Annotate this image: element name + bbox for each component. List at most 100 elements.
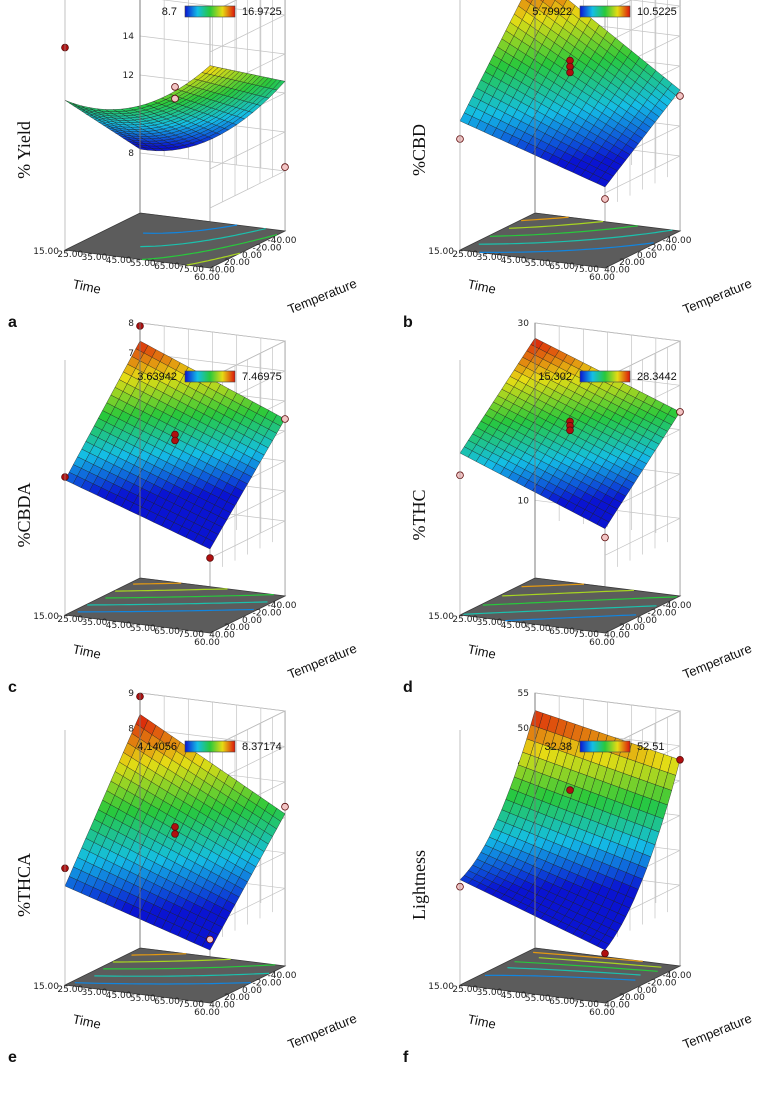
temperature-axis-title: Temperature: [286, 1011, 359, 1052]
temperature-tick-label: 40.00: [604, 631, 630, 641]
temperature-tick-label: -20.00: [647, 978, 676, 988]
z-tick-label: 12: [123, 71, 134, 81]
panel-letter: b: [403, 314, 413, 331]
temperature-axis-title: Temperature: [681, 641, 754, 682]
time-tick-label: 35.00: [82, 253, 108, 263]
time-tick-label: 15.00: [33, 982, 59, 992]
floor-contour: [105, 594, 274, 599]
temperature-tick-label: -20.00: [647, 608, 676, 618]
z-axis-title: %THCA: [14, 853, 34, 917]
time-tick-label: 65.00: [549, 627, 575, 637]
design-point: [281, 802, 289, 811]
wall-gridline: [534, 692, 682, 749]
time-tick-label: 25.00: [57, 985, 83, 995]
temperature-tick-label: 60.00: [589, 273, 615, 283]
design-point: [171, 823, 179, 831]
time-tick-label: 65.00: [154, 997, 180, 1007]
wall-gridline: [139, 692, 287, 749]
z-tick-label: 10: [518, 496, 530, 506]
color-legend: 4.14056 8.37174: [137, 740, 282, 753]
floor-contour: [514, 961, 658, 972]
floor-contour: [94, 972, 270, 977]
temperature-axis-title: Temperature: [681, 276, 754, 317]
temperature-axis-title: Temperature: [286, 641, 359, 682]
time-tick-label: 45.00: [106, 256, 132, 266]
temperature-tick-label: -40.00: [662, 971, 691, 981]
temperature-tick-label: 20.00: [619, 258, 645, 268]
legend-gradient: [579, 370, 631, 383]
time-axis-title: Time: [71, 1011, 102, 1032]
time-tick-label: 55.00: [525, 994, 551, 1004]
floor-contour: [508, 220, 604, 229]
temperature-tick-label: -20.00: [252, 608, 281, 618]
design-point: [171, 436, 179, 445]
floor-contour: [115, 588, 228, 592]
z-tick-label: 8: [128, 149, 134, 159]
floor-contour: [478, 229, 673, 245]
time-tick-label: 25.00: [452, 985, 478, 995]
time-tick-label: 55.00: [525, 624, 551, 634]
temperature-axis-title: Temperature: [286, 276, 359, 317]
temperature-tick-label: 0.00: [242, 986, 262, 996]
color-legend: 3.63942 7.46975: [137, 370, 282, 383]
temperature-tick-label: 60.00: [194, 638, 220, 648]
floor-contour: [521, 216, 569, 222]
design-point: [171, 83, 179, 91]
time-tick-label: 35.00: [477, 618, 503, 628]
floor-contour: [463, 605, 657, 615]
floor-contour: [74, 982, 251, 985]
z-tick-label: 55: [518, 689, 529, 699]
temperature-tick-label: 60.00: [194, 1008, 220, 1018]
design-point: [566, 68, 574, 77]
temperature-tick-label: 0.00: [242, 251, 262, 261]
z-tick-label: 7: [128, 349, 134, 359]
time-tick-label: 75.00: [178, 265, 204, 275]
temperature-tick-label: 20.00: [224, 623, 250, 633]
floor-contour: [489, 225, 638, 237]
floor-contour: [77, 608, 254, 613]
response-surface: [459, 337, 681, 529]
wall-gridline: [604, 0, 682, 44]
floor-contour: [521, 583, 585, 588]
z-tick-label: 14: [123, 32, 135, 42]
temperature-tick-label: 0.00: [637, 251, 657, 261]
floor-contour: [505, 614, 637, 622]
legend-min: 3.63942: [137, 371, 177, 383]
time-tick-label: 65.00: [154, 262, 180, 272]
surface-cell: [596, 177, 610, 188]
design-point: [281, 415, 289, 423]
panel-e: 45678915.0025.0035.0045.0055.0065.0075.0…: [8, 689, 359, 1066]
time-tick-label: 55.00: [130, 994, 156, 1004]
z-tick-label: 50: [518, 724, 530, 734]
z-axis-title: Lightness: [409, 850, 429, 920]
temperature-tick-label: -40.00: [662, 601, 691, 611]
legend-gradient: [184, 5, 236, 18]
floor-contour: [533, 951, 643, 962]
panel-letter: e: [8, 1049, 17, 1066]
surface-cell: [201, 537, 215, 550]
legend-gradient: [579, 5, 631, 18]
design-point: [566, 786, 574, 794]
time-tick-label: 25.00: [452, 250, 478, 260]
z-axis-title: %THC: [409, 490, 429, 541]
floor-contour: [484, 974, 636, 981]
temperature-tick-label: -20.00: [252, 243, 281, 253]
time-tick-label: 35.00: [477, 253, 503, 263]
floor-contour: [131, 953, 187, 956]
time-tick-label: 35.00: [477, 988, 503, 998]
legend-min: 8.7: [162, 6, 177, 18]
color-legend: 32.38 52.51: [544, 740, 665, 753]
surface-cell: [64, 100, 78, 107]
time-tick-label: 75.00: [573, 265, 599, 275]
wall-gridline: [139, 728, 287, 784]
legend-max: 28.3442: [637, 371, 677, 383]
temperature-tick-label: 40.00: [209, 266, 235, 276]
color-legend: 8.7 16.9725: [162, 5, 282, 18]
design-point: [601, 949, 609, 958]
time-axis-title: Time: [71, 641, 102, 662]
time-tick-label: 75.00: [573, 1000, 599, 1010]
time-axis-title: Time: [466, 641, 497, 662]
time-tick-label: 15.00: [428, 247, 454, 257]
temperature-tick-label: 40.00: [604, 1001, 630, 1011]
color-legend: 15.302 28.3442: [538, 370, 677, 383]
